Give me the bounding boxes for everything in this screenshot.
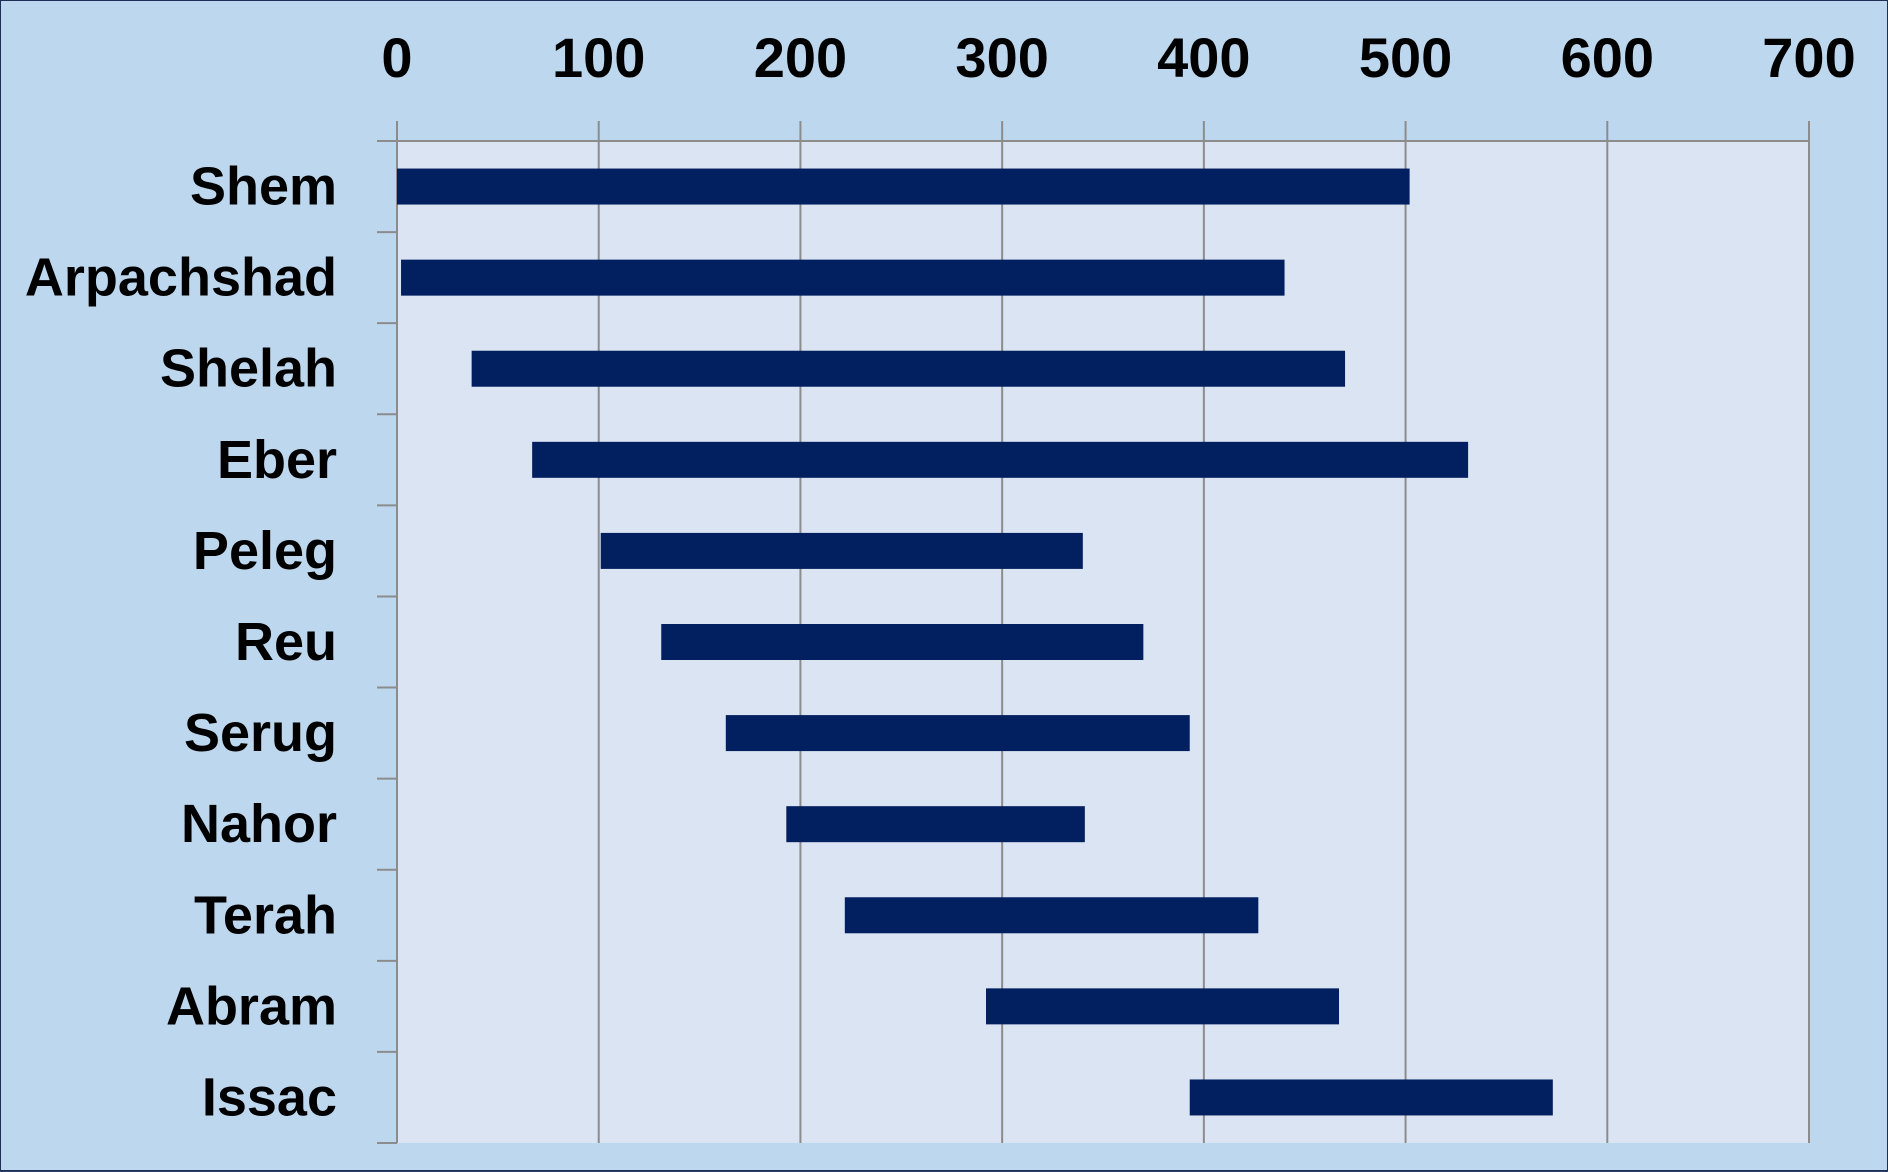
range-bar [844, 897, 1259, 934]
category-label: Shem [190, 157, 337, 217]
range-bar [471, 350, 1346, 387]
range-bar [661, 624, 1144, 660]
category-label: Arpachshad [25, 248, 337, 308]
range-bar [401, 259, 1285, 296]
x-tick-label: 500 [1359, 26, 1452, 89]
range-bar [986, 988, 1340, 1025]
category-label: Nahor [181, 794, 337, 854]
range-bar [600, 532, 1083, 569]
plot-area: 0 100 200 300 400 500 600 700 Shem Arpachshad Shel… [25, 26, 1856, 1144]
x-tick-label: 400 [1157, 26, 1250, 89]
range-bar [532, 441, 1469, 478]
x-tick-label: 100 [552, 26, 645, 89]
category-label: Shelah [160, 339, 337, 399]
range-bar [725, 715, 1190, 752]
x-tick-label: 0 [381, 26, 412, 89]
x-tick-label: 600 [1561, 26, 1654, 89]
range-bar [397, 168, 1410, 205]
x-tick-label: 300 [955, 26, 1048, 89]
range-bar [786, 806, 1085, 843]
range-bar [1189, 1079, 1553, 1116]
category-label: Eber [217, 430, 337, 490]
x-tick-label: 700 [1762, 26, 1855, 89]
category-label: Abram [166, 976, 337, 1036]
category-label: Serug [184, 703, 337, 763]
category-label: Terah [194, 885, 337, 945]
category-label: Reu [235, 612, 337, 672]
x-tick-label: 200 [754, 26, 847, 89]
category-label: Peleg [193, 521, 337, 581]
category-label: Issac [202, 1067, 337, 1127]
